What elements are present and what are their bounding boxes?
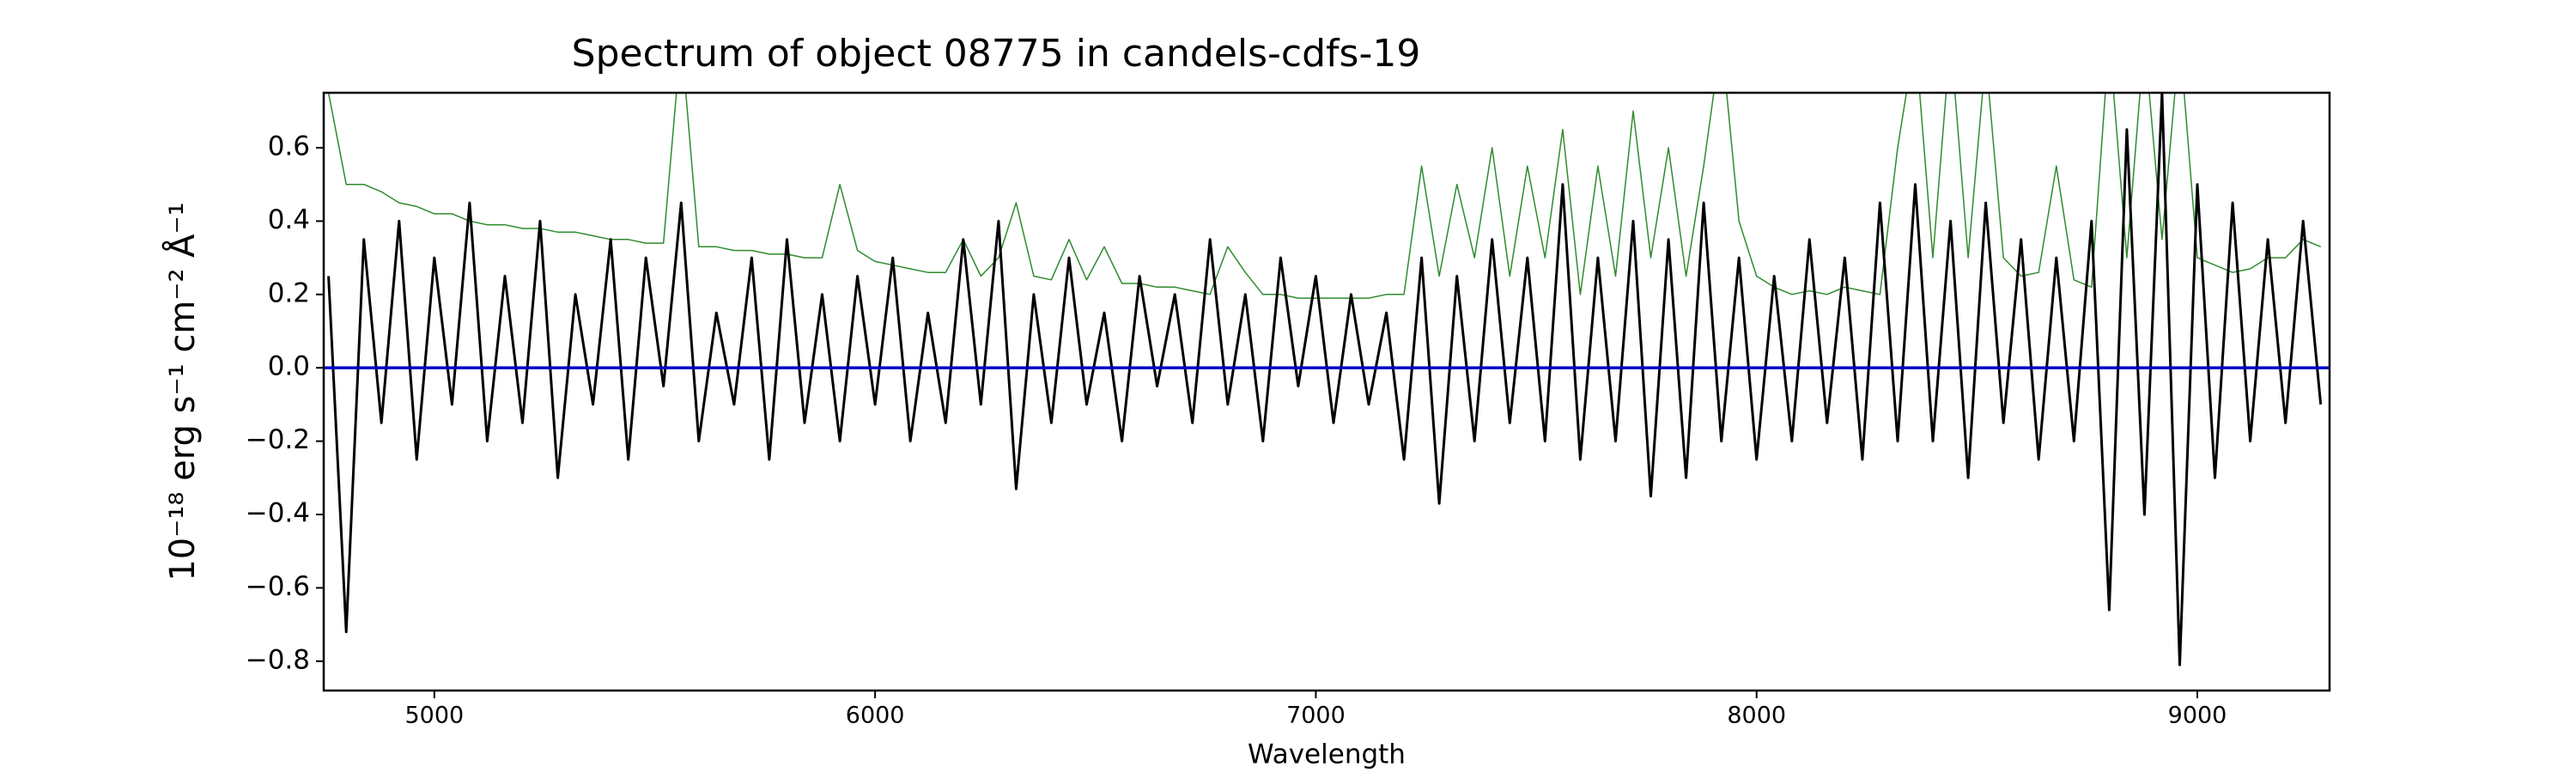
x-tick-label: 9000 (2168, 703, 2227, 729)
y-tick-label: 0.0 (268, 351, 310, 382)
spectrum-line (327, 93, 2321, 299)
y-tick-label: −0.4 (246, 498, 310, 529)
x-tick-label: 8000 (1727, 703, 1786, 729)
y-tick-label: −0.2 (246, 424, 310, 455)
axes-frame (322, 91, 2331, 692)
x-tick-label: 7000 (1286, 703, 1346, 729)
chart-title: Spectrum of object 08775 in candels-cdfs… (572, 32, 1421, 76)
y-tick-label: 0.2 (268, 277, 310, 308)
y-tick-label: −0.8 (246, 644, 310, 675)
plot-area (324, 93, 2330, 666)
x-tick-label: 6000 (846, 703, 905, 729)
spectrum-line (327, 93, 2323, 666)
x-tick-label: 5000 (404, 703, 464, 729)
x-axis-label: Wavelength (1248, 740, 1406, 770)
y-axis-label: 10⁻¹⁸ erg s⁻¹ cm⁻² Å⁻¹ (161, 202, 203, 581)
y-tick-label: 0.6 (268, 131, 310, 162)
y-tick-label: −0.6 (246, 571, 310, 602)
y-tick-label: 0.4 (268, 204, 310, 235)
